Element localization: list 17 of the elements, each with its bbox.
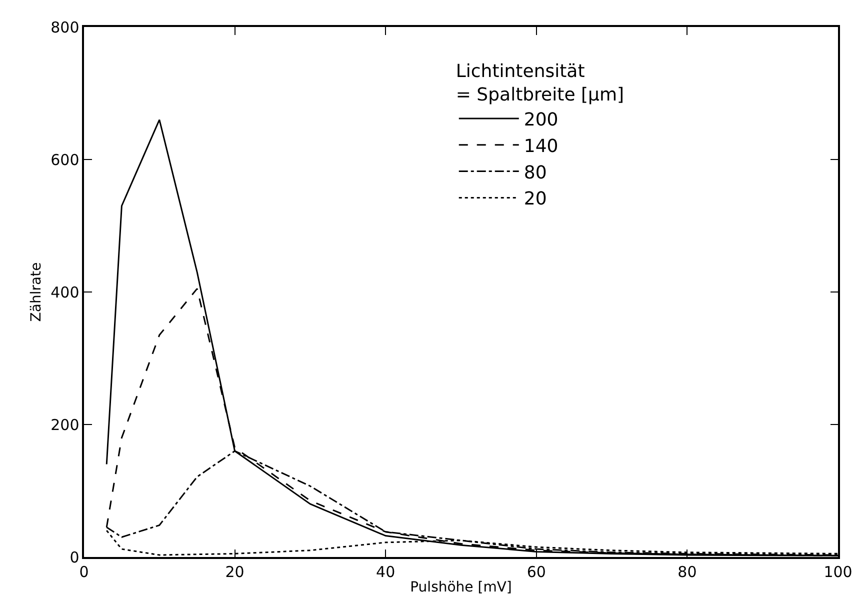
y-tick-label: 600 xyxy=(50,150,80,169)
y-tick-label: 800 xyxy=(50,18,80,36)
legend-label: 80 xyxy=(524,162,547,184)
legend-label: 140 xyxy=(524,136,558,157)
x-axis-title: Pulshöhe [mV] xyxy=(410,580,512,596)
x-tick-label: 80 xyxy=(678,562,697,581)
x-tick-label: 100 xyxy=(824,562,852,581)
legend-label: 200 xyxy=(524,110,558,131)
y-tick-label: 0 xyxy=(70,548,80,566)
x-tick-label: 20 xyxy=(225,562,244,581)
y-tick-label: 200 xyxy=(50,416,80,434)
legend-label: 20 xyxy=(524,188,547,210)
y-axis-title: Zählrate xyxy=(28,262,45,322)
x-tick-label: 40 xyxy=(376,562,396,581)
legend-title: Lichtintensität = Spaltbreite [μm] xyxy=(456,60,624,106)
y-tick-label: 400 xyxy=(50,283,80,302)
x-tick-label: 60 xyxy=(526,562,546,581)
